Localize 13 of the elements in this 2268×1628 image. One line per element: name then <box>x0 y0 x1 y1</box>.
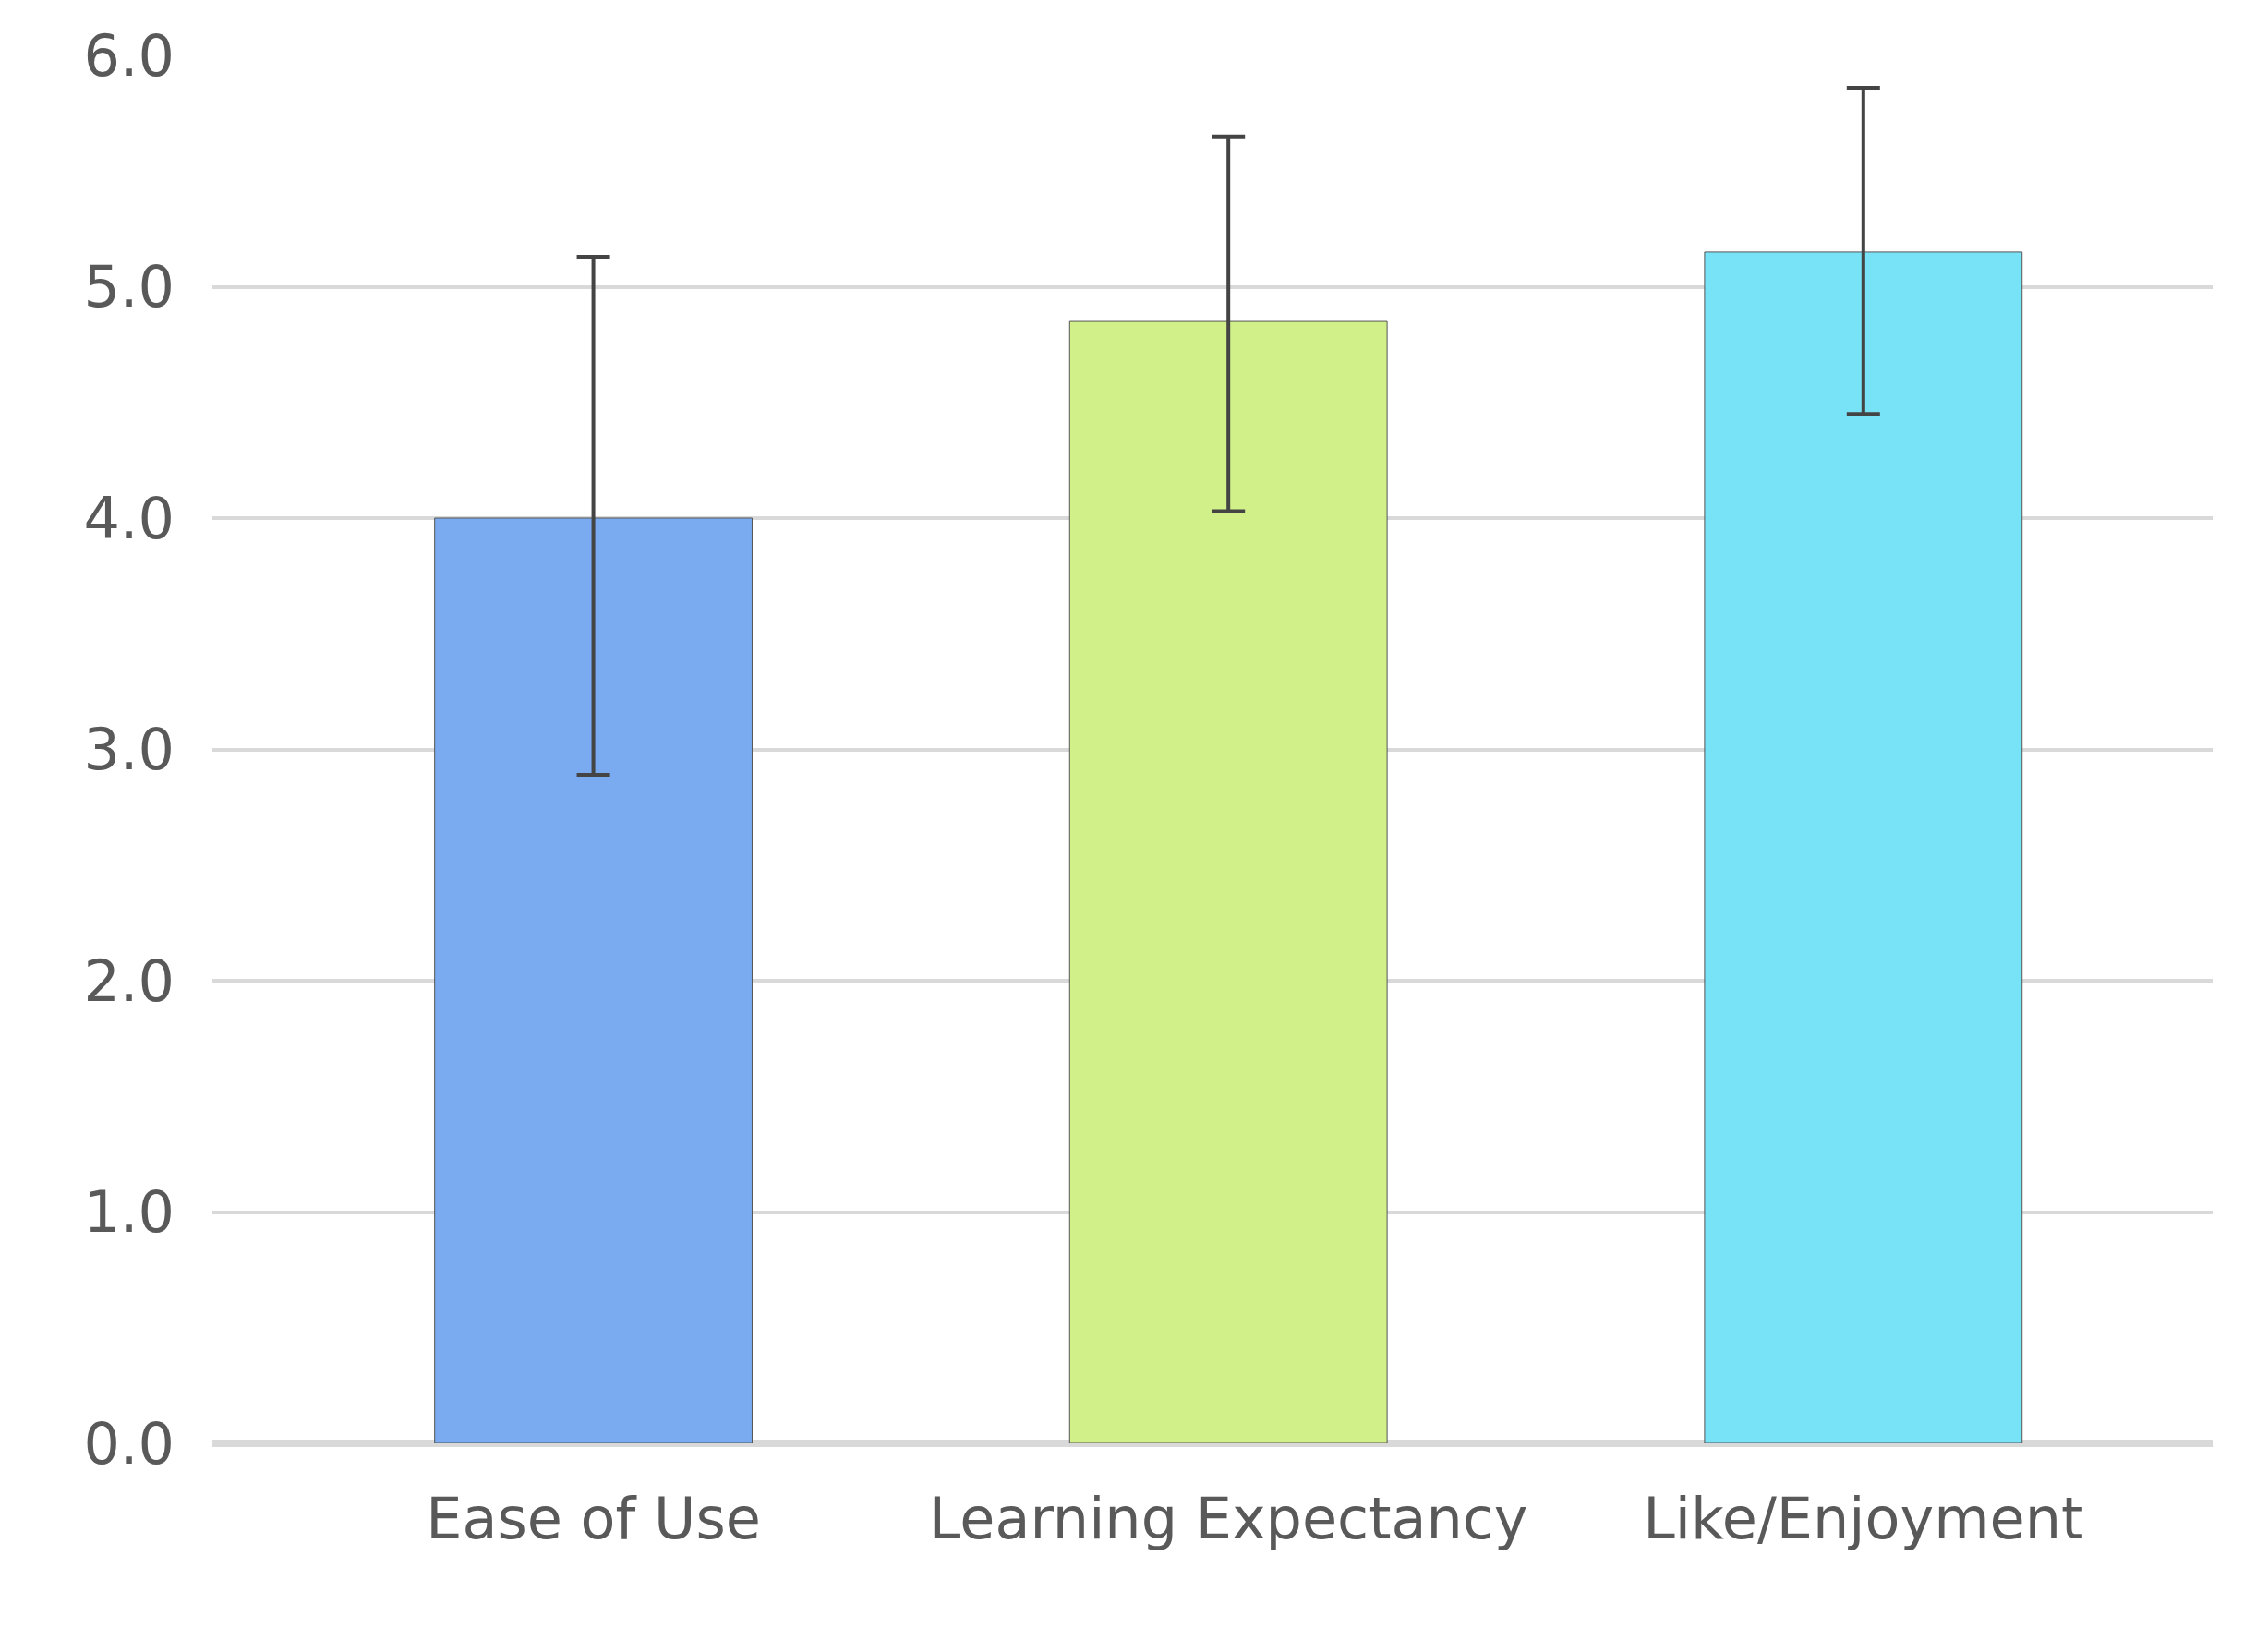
y-tick-label: 0.0 <box>83 1409 175 1477</box>
bar <box>1704 251 2023 1443</box>
y-tick-label: 5.0 <box>83 253 175 321</box>
x-tick-label: Like/Enjoyment <box>1643 1485 2084 1552</box>
y-tick-label: 1.0 <box>83 1178 175 1247</box>
bar <box>434 517 753 1443</box>
y-tick-label: 3.0 <box>83 716 175 784</box>
y-tick-label: 4.0 <box>83 484 175 552</box>
x-tick-label: Ease of Use <box>426 1485 761 1552</box>
y-tick-label: 6.0 <box>83 21 175 90</box>
y-tick-label: 2.0 <box>83 947 175 1015</box>
x-tick-label: Learning Expectancy <box>928 1485 1528 1552</box>
bar <box>1068 320 1388 1443</box>
